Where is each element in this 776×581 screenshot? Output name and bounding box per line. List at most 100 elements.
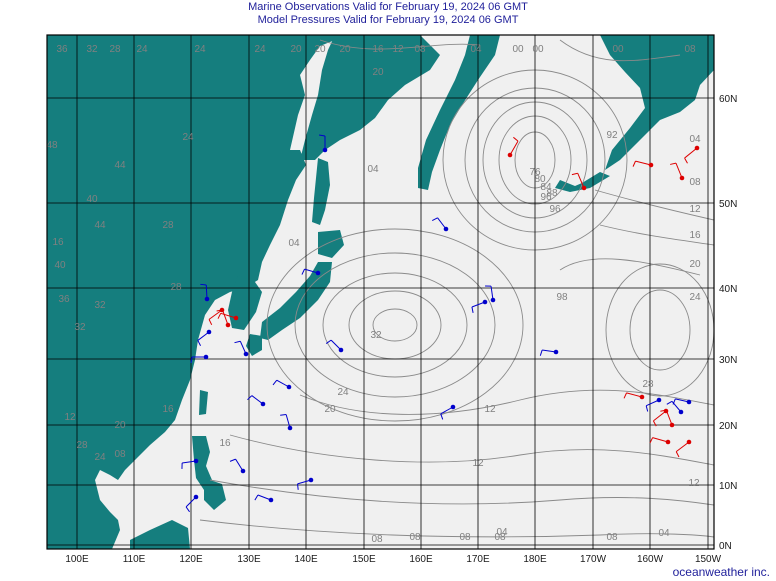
land-kyushu-shikoku [246, 334, 262, 356]
isobar-label: 04 [496, 527, 508, 538]
isobar-label: 24 [194, 44, 206, 55]
isobar-label: 12 [688, 478, 700, 489]
isobar-label: 08 [684, 44, 696, 55]
ship-observation-marker [185, 494, 199, 513]
isobar-label: 00 [612, 44, 624, 55]
isobar-label: 04 [367, 164, 379, 175]
isobar-label: 20 [290, 44, 302, 55]
buoy-observation-marker [649, 437, 671, 445]
isobar-label: 32 [74, 322, 86, 333]
isobar-label: 16 [162, 404, 174, 415]
buoy-observation-marker [684, 145, 700, 164]
land-hokkaido [318, 230, 344, 258]
isobar-label: 08 [689, 177, 701, 188]
isobar-label: 20 [372, 67, 384, 78]
isobar-label: 96 [549, 204, 561, 215]
isobar-label: 12 [472, 458, 484, 469]
lon-label: 130E [237, 554, 261, 565]
marine-observations [181, 134, 700, 513]
isobar-label: 08 [459, 532, 471, 543]
isobar-label: 98 [556, 292, 568, 303]
isobar-label: 92 [606, 130, 618, 141]
ship-observation-marker [645, 397, 662, 412]
isobar-label: 44 [114, 160, 126, 171]
isobar-label: 32 [94, 300, 106, 311]
lon-label: 160W [637, 554, 664, 565]
isobar-label: 84 [540, 182, 552, 193]
isobar-label: 40 [54, 260, 66, 271]
isobar-label: 24 [337, 387, 349, 398]
buoy-observation-marker [670, 162, 685, 181]
ship-observation-marker [440, 404, 456, 420]
lat-label: 20N [719, 421, 737, 432]
isobar-label: 76 [529, 167, 541, 178]
isobar-label: 88 [546, 188, 558, 199]
land-taiwan [199, 390, 208, 415]
lat-label: 60N [719, 94, 737, 105]
isobar-label: 04 [658, 528, 670, 539]
land-siberia-east [300, 35, 440, 160]
isobar-label: 36 [58, 294, 70, 305]
isobar-label: 20 [689, 259, 701, 270]
isobar-label: 08 [114, 449, 126, 460]
isobar-label: 24 [136, 44, 148, 55]
isobar-label: 16 [219, 438, 231, 449]
isobar-labels: 36 32 28 24 24 24 20 20 20 16 12 08 04 00 00 00 08929804… [47, 44, 701, 545]
isobar-label: 20 [314, 44, 326, 55]
chart-title-observations: Marine Observations Valid for February 1… [248, 1, 528, 13]
ship-observation-marker [229, 458, 246, 474]
isobar-label: 28 [170, 282, 182, 293]
isobar-label: 08 [606, 532, 618, 543]
buoy-observation-marker [507, 136, 519, 158]
ship-observation-marker [297, 477, 314, 490]
isobar-label: 00 [532, 44, 544, 55]
lat-label: 10N [719, 481, 737, 492]
map-frame [46, 34, 715, 550]
ship-observation-marker [301, 268, 321, 276]
land-alaska [600, 35, 714, 170]
axis-labels: 100E 110E 120E 130E 140E 150E 160E 170E 180E 170W… [65, 94, 737, 565]
ship-observation-marker [190, 354, 209, 363]
isobar-label: 32 [86, 44, 98, 55]
isobar-label: 12 [64, 412, 76, 423]
ship-observation-marker [485, 285, 496, 303]
lat-label: 50N [719, 199, 737, 210]
ship-observation-marker [672, 398, 692, 405]
lon-label: 180E [523, 554, 547, 565]
isobar-label: 08 [494, 532, 506, 543]
ship-observation-marker [471, 299, 488, 313]
buoy-observation-marker [208, 307, 225, 326]
ship-observation-marker [325, 339, 344, 353]
land-visayas [204, 478, 226, 510]
ship-observation-marker [254, 494, 274, 503]
ship-observation-marker [319, 134, 328, 153]
land-kamchatka [418, 35, 500, 190]
buoy-observation-marker [660, 409, 675, 428]
lon-label: 170E [466, 554, 490, 565]
isobar-label: 28 [109, 44, 121, 55]
ship-observation-marker [539, 349, 559, 356]
isobar-label: 04 [470, 44, 482, 55]
isobar-label: 20 [339, 44, 351, 55]
isobar-label: 44 [94, 220, 106, 231]
ship-observation-marker [234, 340, 249, 357]
isobar-label: 24 [94, 452, 106, 463]
lon-label: 120E [179, 554, 203, 565]
land-honshu [260, 262, 332, 340]
lon-label: 150E [352, 554, 376, 565]
chart-title-model-pressures: Model Pressures Valid for February 19, 2… [257, 14, 519, 26]
isobar-label: 80 [534, 174, 546, 185]
buoy-observation-marker [675, 439, 692, 458]
ship-observation-marker [432, 217, 449, 232]
lat-label: 30N [719, 355, 737, 366]
land-luzon [192, 436, 212, 490]
isobar-label: 04 [288, 238, 300, 249]
land-borneo [130, 520, 190, 549]
isobar-label: 28 [162, 220, 174, 231]
isobar-label: 16 [689, 230, 701, 241]
buoy-observation-marker [217, 312, 239, 321]
ship-observation-marker [247, 395, 266, 407]
buoy-observation-marker [623, 392, 645, 400]
isobar-label: 32 [370, 330, 382, 341]
buoy-observation-marker [632, 160, 654, 168]
